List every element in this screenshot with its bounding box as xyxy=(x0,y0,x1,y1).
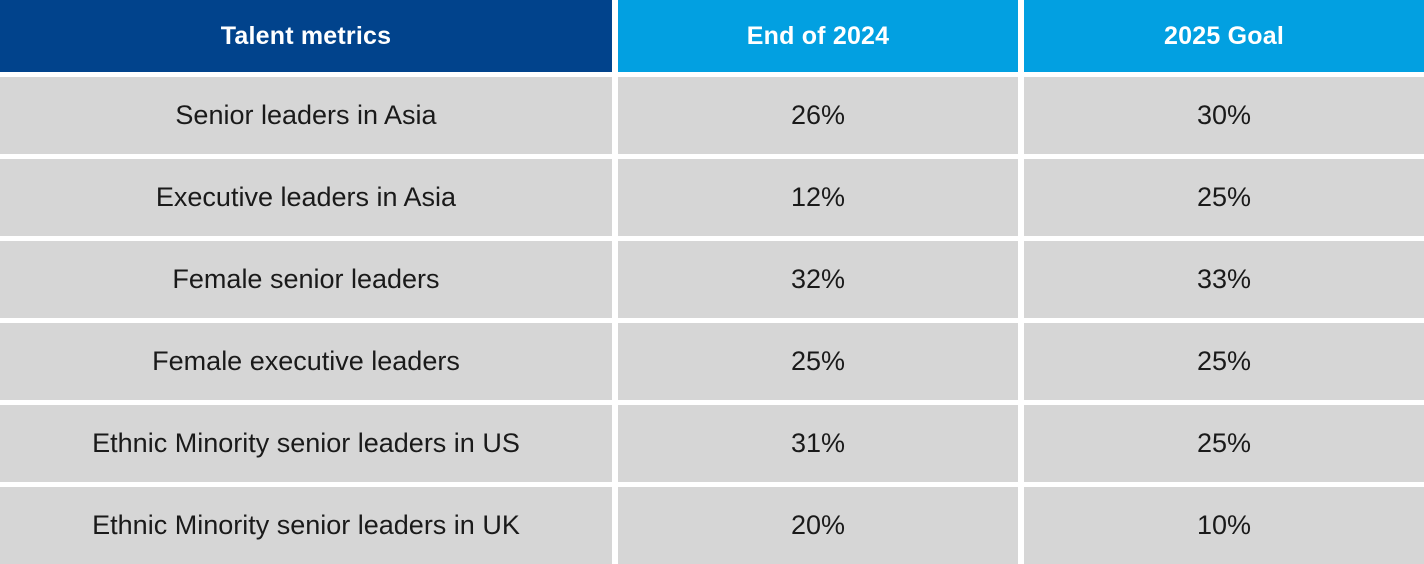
metric-cell: Female executive leaders xyxy=(0,323,612,400)
end-2024-cell: 25% xyxy=(618,323,1018,400)
goal-2025-cell: 25% xyxy=(1024,405,1424,482)
end-2024-cell: 32% xyxy=(618,241,1018,318)
metric-cell: Ethnic Minority senior leaders in US xyxy=(0,405,612,482)
goal-2025-cell: 30% xyxy=(1024,77,1424,154)
header-2025-goal: 2025 Goal xyxy=(1024,0,1424,72)
end-2024-cell: 31% xyxy=(618,405,1018,482)
goal-2025-cell: 33% xyxy=(1024,241,1424,318)
metric-cell: Senior leaders in Asia xyxy=(0,77,612,154)
end-2024-cell: 12% xyxy=(618,159,1018,236)
metric-cell: Executive leaders in Asia xyxy=(0,159,612,236)
goal-2025-cell: 10% xyxy=(1024,487,1424,564)
end-2024-cell: 26% xyxy=(618,77,1018,154)
metric-cell: Female senior leaders xyxy=(0,241,612,318)
header-end-of-2024: End of 2024 xyxy=(618,0,1018,72)
goal-2025-cell: 25% xyxy=(1024,323,1424,400)
metric-cell: Ethnic Minority senior leaders in UK xyxy=(0,487,612,564)
end-2024-cell: 20% xyxy=(618,487,1018,564)
goal-2025-cell: 25% xyxy=(1024,159,1424,236)
header-talent-metrics: Talent metrics xyxy=(0,0,612,72)
